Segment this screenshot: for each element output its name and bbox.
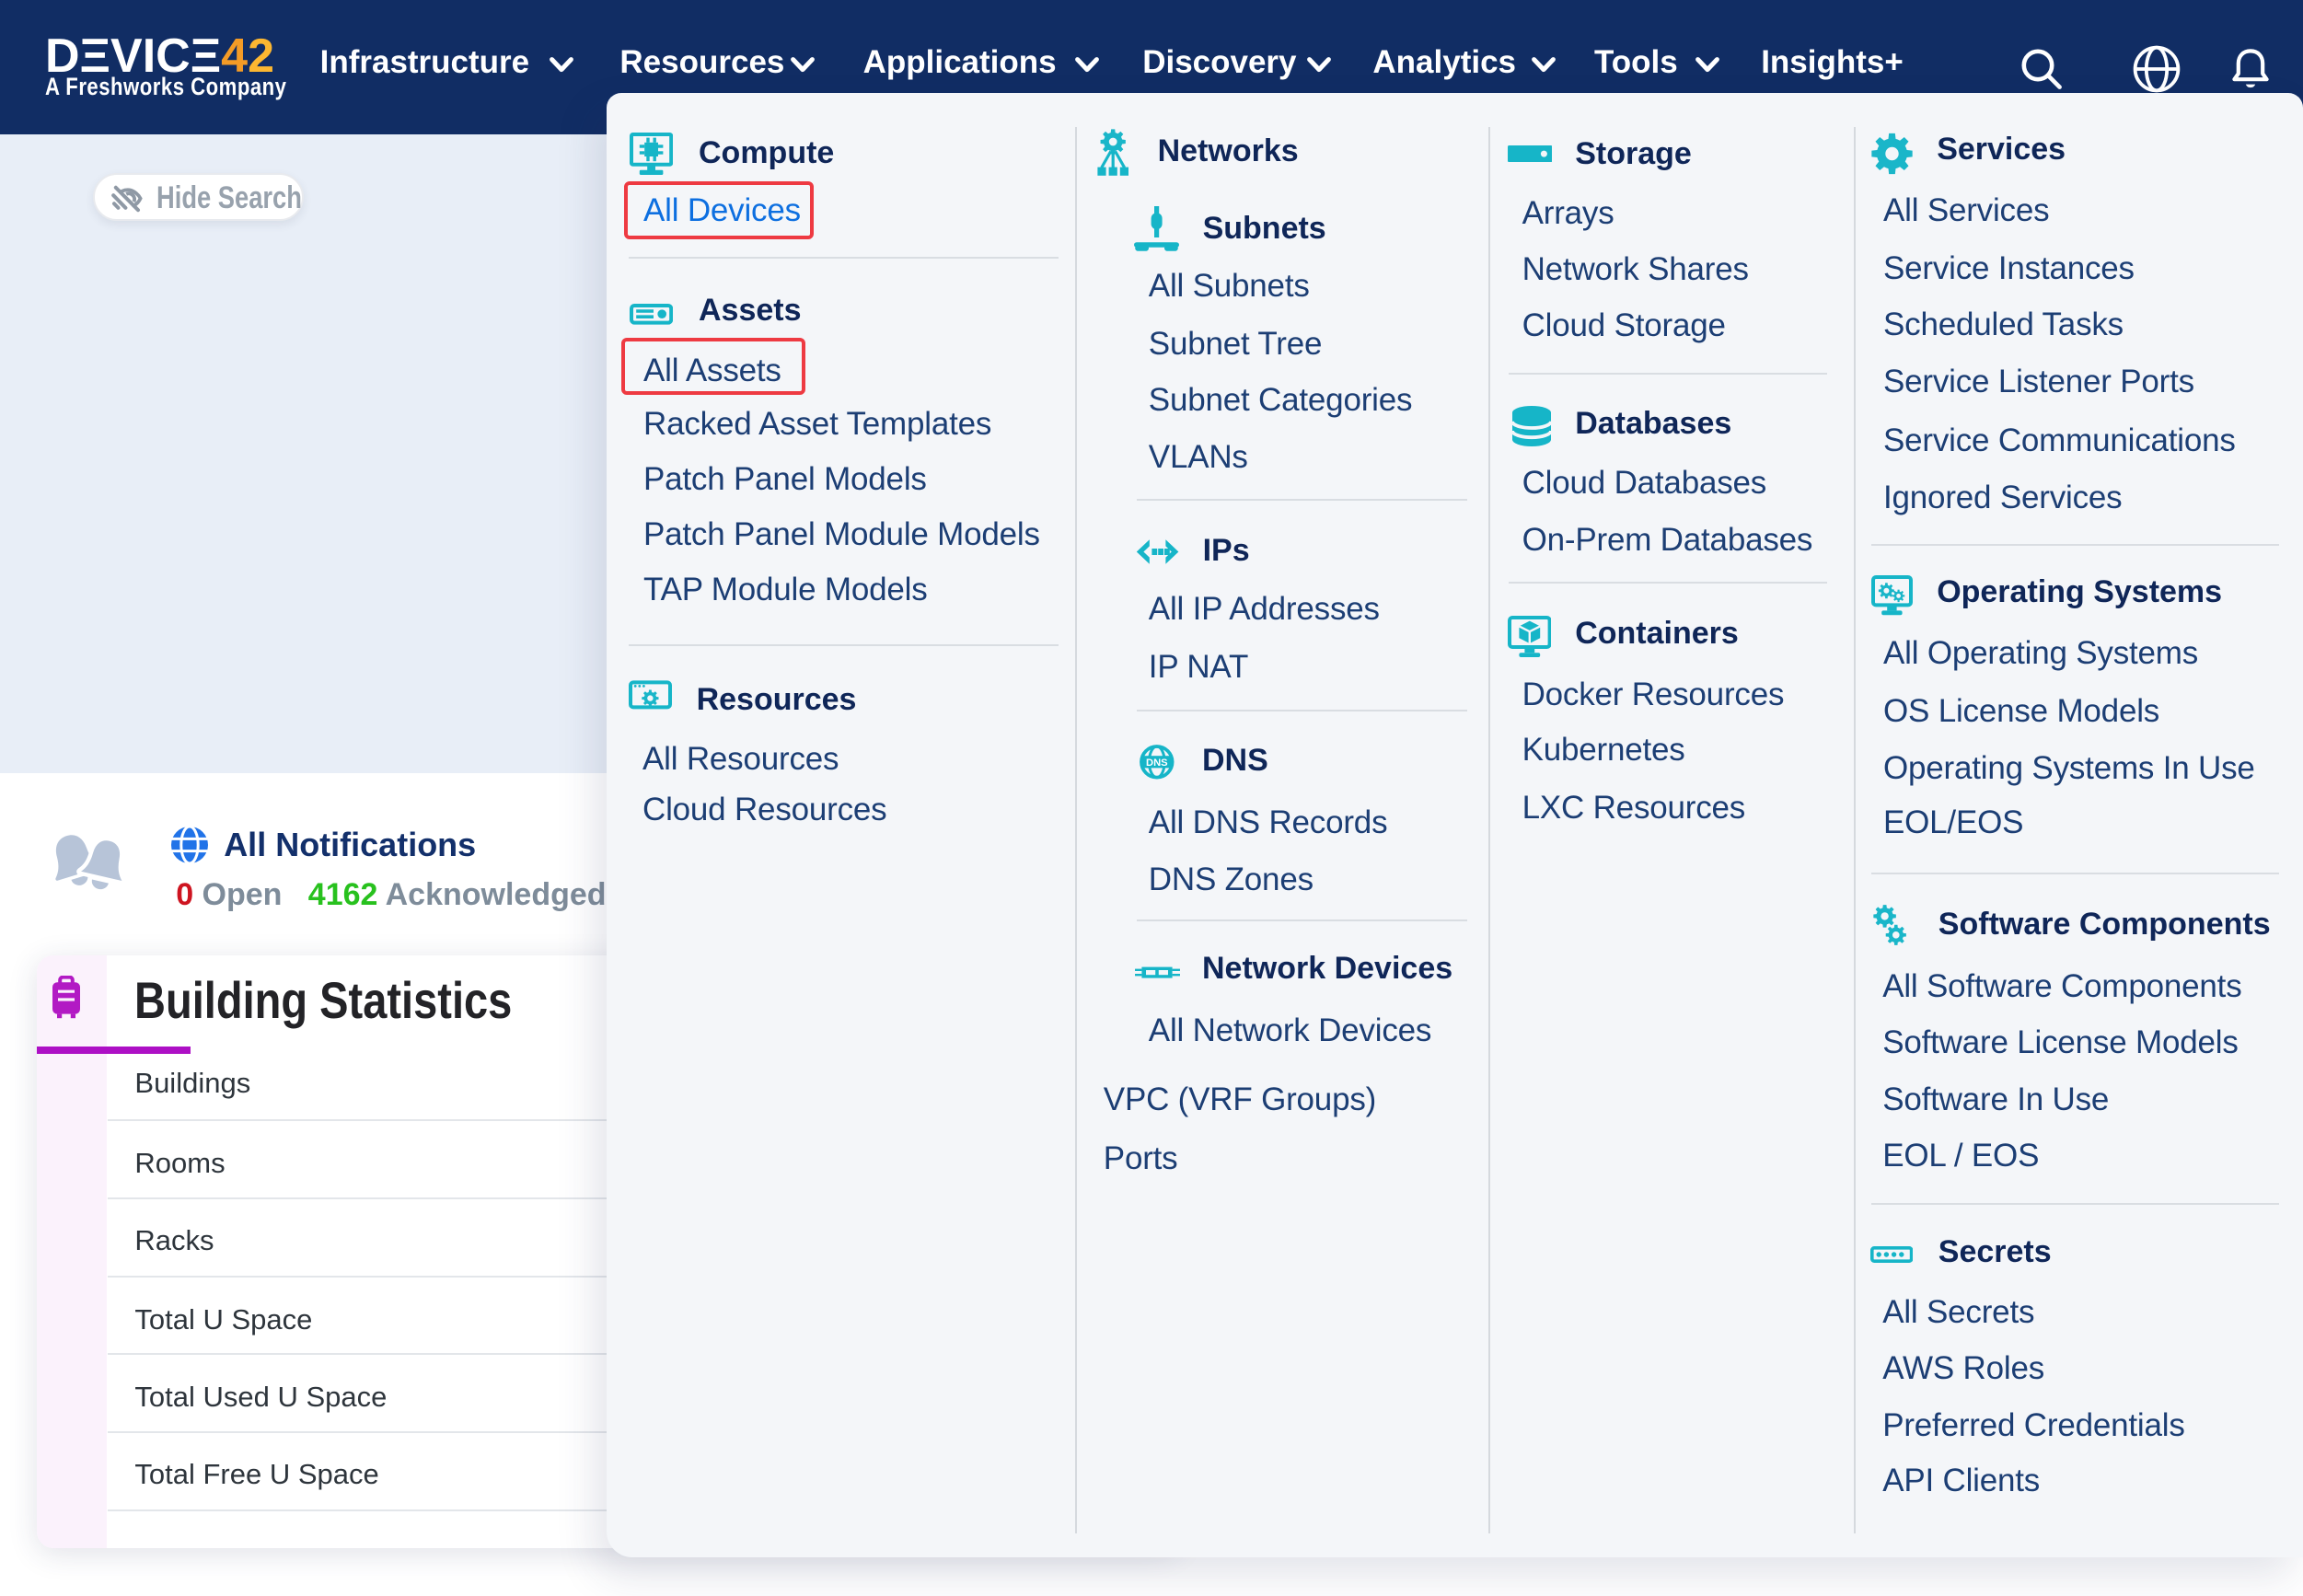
svg-text:DNS: DNS	[1146, 758, 1168, 769]
